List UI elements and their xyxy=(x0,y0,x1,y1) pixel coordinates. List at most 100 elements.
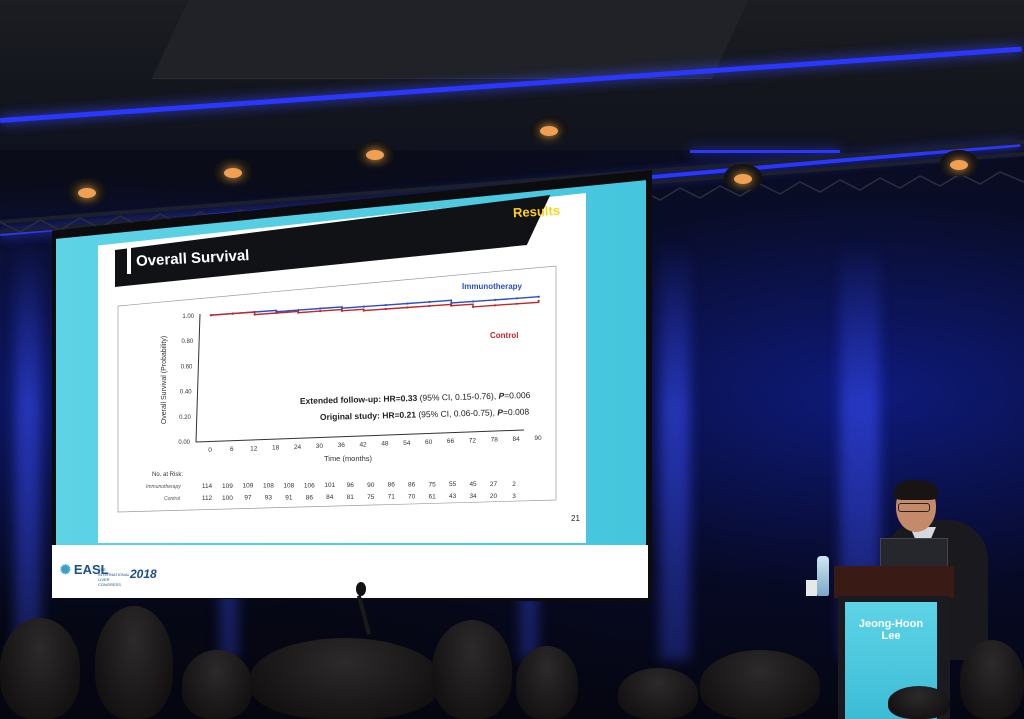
risk-values: 114 109 109 108 108 106 101 96 90 86 86 75 55 45 27 2 11… xyxy=(202,481,516,502)
cup xyxy=(806,580,817,596)
audience-head xyxy=(432,620,512,719)
censor-mark-control xyxy=(471,305,475,308)
censor-mark-control xyxy=(319,310,322,313)
stage-lamp xyxy=(940,150,978,176)
audience-head xyxy=(618,668,698,719)
annotation-original: Original study: HR=0.21 (95% CI, 0.06-0.… xyxy=(320,407,530,422)
audience-head xyxy=(700,650,820,719)
censor-mark-immunotherapy xyxy=(472,300,475,303)
risk-value: 43 xyxy=(449,493,457,500)
risk-value: 3 xyxy=(512,493,516,500)
blue-light-strip xyxy=(690,150,840,153)
risk-value: 101 xyxy=(324,482,335,489)
x-tick-label: 30 xyxy=(316,443,324,450)
risk-value: 27 xyxy=(490,481,498,488)
censor-mark-immunotherapy xyxy=(493,298,497,301)
podium-top xyxy=(834,566,954,598)
x-tick-label: 90 xyxy=(534,435,542,442)
x-tick-label: 42 xyxy=(359,441,367,448)
y-tick-label: 0.40 xyxy=(180,390,192,396)
risk-value: 108 xyxy=(283,482,294,489)
slide-footer xyxy=(52,545,648,598)
risk-value: 97 xyxy=(244,495,252,502)
x-axis xyxy=(195,429,525,443)
risk-value: 20 xyxy=(490,493,498,500)
legend-control: Control xyxy=(490,331,518,340)
risk-table-header: No. at Risk: xyxy=(152,472,183,478)
risk-value: 45 xyxy=(469,481,477,488)
risk-value: 100 xyxy=(222,495,233,502)
risk-value: 86 xyxy=(388,482,396,489)
microphone-icon xyxy=(356,582,366,596)
censor-mark-control xyxy=(384,307,387,311)
y-axis-label: Overall Survival (Probability) xyxy=(161,336,168,424)
x-tick-label: 72 xyxy=(469,437,477,444)
annotation-extended: Extended follow-up: HR=0.33 (95% CI, 0.1… xyxy=(300,390,531,406)
risk-value: 106 xyxy=(304,482,315,489)
censor-mark-control xyxy=(537,299,540,302)
title-accent xyxy=(127,248,131,274)
x-axis-label: Time (months) xyxy=(324,454,373,463)
risk-value: 70 xyxy=(408,494,416,501)
censor-mark-control xyxy=(428,304,431,308)
easl-logo: ✺ EASL xyxy=(60,562,109,578)
y-tick-labels: 1.00 0.80 0.60 0.40 0.20 0.00 xyxy=(178,314,194,446)
risk-value: 84 xyxy=(326,494,334,501)
censor-mark-immunotherapy xyxy=(297,308,300,312)
x-tick-label: 78 xyxy=(491,437,499,444)
risk-value: 75 xyxy=(429,481,437,488)
podium-first-name: Jeong-Hoon xyxy=(858,618,924,630)
x-tick-label: 24 xyxy=(294,444,302,451)
risk-value: 71 xyxy=(388,494,396,501)
risk-value: 90 xyxy=(367,482,375,489)
censor-mark-immunotherapy xyxy=(319,307,322,310)
slide-number: 21 xyxy=(571,514,580,523)
blue-light-column xyxy=(15,240,41,660)
x-tick-label: 36 xyxy=(338,442,346,449)
risk-value: 109 xyxy=(243,483,254,490)
risk-value: 81 xyxy=(347,494,355,501)
audience-head xyxy=(960,640,1024,719)
risk-value: 112 xyxy=(202,495,213,502)
risk-value: 96 xyxy=(347,482,355,489)
blue-light-column xyxy=(660,240,690,660)
audience-head xyxy=(95,606,173,719)
censor-mark-immunotherapy xyxy=(537,295,540,298)
risk-value: 114 xyxy=(202,483,213,490)
congress-name: THE INTERNATIONAL LIVER CONGRESS xyxy=(98,567,130,587)
censor-mark-control xyxy=(231,312,234,315)
x-tick-label: 6 xyxy=(230,446,234,453)
speaker-glasses xyxy=(898,503,930,512)
risk-value: 55 xyxy=(449,481,457,488)
censor-mark-control xyxy=(493,304,496,307)
chart-border xyxy=(117,265,557,513)
x-tick-label: 48 xyxy=(381,441,389,448)
y-tick-label: 0.20 xyxy=(179,415,191,421)
stage-lamp xyxy=(356,140,394,166)
risk-value: 86 xyxy=(306,494,314,501)
censor-mark-immunotherapy xyxy=(362,305,366,308)
y-tick-label: 1.00 xyxy=(182,314,194,320)
risk-row-label-control: Control xyxy=(164,496,181,502)
easl-brand: EASL xyxy=(73,562,109,577)
risk-value: 109 xyxy=(222,483,233,490)
censor-mark-immunotherapy xyxy=(450,301,453,305)
x-tick-label: 12 xyxy=(250,445,258,452)
x-tick-label: 84 xyxy=(513,436,521,443)
risk-value: 75 xyxy=(367,494,375,501)
censor-mark-immunotherapy xyxy=(406,302,409,305)
x-tick-label: 0 xyxy=(208,447,212,454)
speaker-hair xyxy=(894,480,938,500)
censor-mark-control xyxy=(450,304,453,307)
stage-lamp xyxy=(214,158,252,184)
stage-lamp xyxy=(68,178,106,204)
y-tick-label: 0.60 xyxy=(181,364,193,370)
censor-mark-immunotherapy xyxy=(515,297,519,300)
audience-head xyxy=(182,650,252,719)
censor-mark-immunotherapy xyxy=(384,303,387,307)
censor-mark-control xyxy=(209,314,213,317)
risk-row-label-immunotherapy: Immunotherapy xyxy=(146,484,181,490)
audience-head xyxy=(0,618,80,719)
censor-mark-immunotherapy xyxy=(428,300,431,303)
